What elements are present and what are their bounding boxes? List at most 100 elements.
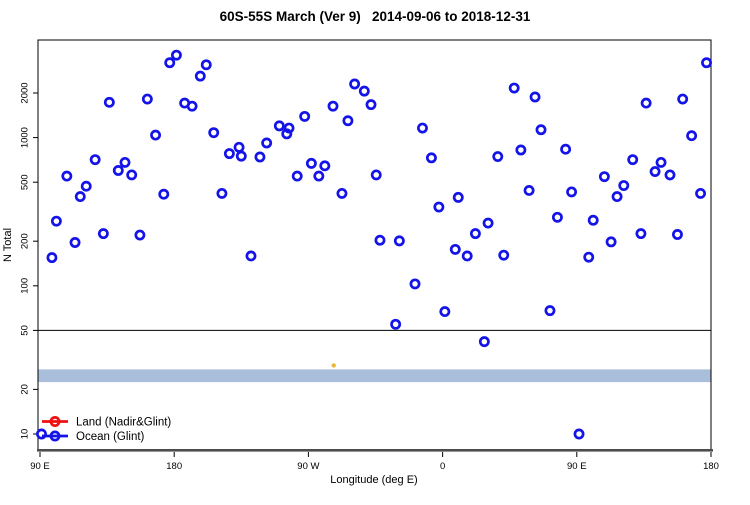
- ocean-data-point: [515, 144, 527, 156]
- ocean-data-point: [583, 251, 595, 263]
- ocean-data-point: [560, 143, 572, 155]
- ocean-data-point: [134, 229, 146, 241]
- ocean-data-point: [701, 57, 712, 69]
- chart-title: 60S-55S March (Ver 9) 2014-09-06 to 2018…: [220, 9, 531, 24]
- ocean-data-point: [605, 236, 617, 248]
- ocean-data-point: [291, 170, 303, 182]
- ocean-data-point: [283, 122, 295, 134]
- ocean-data-point: [200, 59, 212, 71]
- ocean-data-point: [611, 191, 623, 203]
- y-tick-label: 1000: [19, 127, 30, 148]
- ocean-data-point: [439, 306, 451, 318]
- y-tick-label: 100: [19, 278, 30, 294]
- ocean-data-point: [299, 110, 311, 122]
- y-tick-label: 10: [19, 429, 30, 440]
- data-points-layer: [36, 49, 712, 440]
- ocean-data-point: [261, 137, 273, 149]
- y-tick-label: 200: [19, 233, 30, 249]
- ocean-data-point: [551, 211, 563, 223]
- ocean-data-point: [544, 305, 556, 317]
- y-tick-label: 20: [19, 384, 30, 395]
- ocean-data-point: [150, 129, 162, 141]
- ocean-data-point: [374, 234, 386, 246]
- ocean-data-point: [208, 127, 220, 139]
- ocean-data-point: [61, 170, 73, 182]
- ocean-data-point: [640, 97, 652, 109]
- ocean-data-point: [409, 278, 421, 290]
- ocean-data-point: [80, 180, 92, 192]
- x-tick-label: 90 E: [567, 461, 587, 472]
- y-tick-label: 500: [19, 174, 30, 190]
- ocean-data-point: [393, 235, 405, 247]
- ocean-data-point: [36, 428, 47, 440]
- ocean-data-point: [216, 187, 228, 199]
- ocean-data-point: [50, 215, 62, 227]
- ocean-data-point: [305, 157, 317, 169]
- ocean-data-point: [141, 93, 153, 105]
- ocean-data-point: [254, 151, 266, 163]
- ocean-band: [38, 369, 711, 383]
- ocean-data-point: [170, 49, 182, 61]
- y-axis-title: N Total: [2, 228, 14, 262]
- ocean-data-point: [598, 171, 610, 183]
- ocean-data-point: [313, 170, 325, 182]
- y-tick-label: 2000: [19, 82, 30, 103]
- ocean-data-point: [89, 154, 101, 166]
- ocean-data-point: [452, 191, 464, 203]
- ocean-data-point: [327, 100, 339, 112]
- ocean-data-point: [370, 169, 382, 181]
- plot-box: [37, 39, 712, 450]
- ocean-data-point: [433, 201, 445, 213]
- ocean-data-point: [449, 243, 461, 255]
- ocean-data-point: [336, 187, 348, 199]
- ocean-data-point: [469, 228, 481, 240]
- ocean-data-point: [349, 78, 361, 90]
- ocean-data-point: [498, 249, 510, 261]
- ocean-data-point: [97, 228, 109, 240]
- legend-label: Ocean (Glint): [76, 431, 145, 443]
- x-axis-title: Longitude (deg E): [330, 474, 417, 486]
- axes-layer: 10 20 50 100 200 500 1000 2000 90 E 180 90 W 0 90 E 1…: [19, 39, 719, 472]
- ocean-data-point: [74, 191, 86, 203]
- ocean-data-point: [245, 250, 257, 262]
- x-axis-bar: [37, 449, 713, 452]
- ocean-data-point: [119, 156, 131, 168]
- ocean-data-point: [618, 180, 630, 191]
- ocean-data-point: [186, 100, 198, 112]
- ocean-data-point: [649, 166, 661, 178]
- ocean-data-point: [478, 336, 490, 348]
- ocean-data-point: [573, 428, 585, 440]
- x-tick-label: 90 E: [30, 461, 50, 472]
- ocean-data-point: [235, 150, 247, 162]
- ocean-data-point: [492, 151, 504, 162]
- ocean-data-point: [635, 228, 647, 240]
- ocean-data-point: [587, 214, 599, 226]
- ocean-data-point: [319, 160, 331, 172]
- ocean-data-point: [126, 169, 138, 181]
- ocean-data-point: [672, 229, 683, 240]
- ocean-data-point: [425, 152, 437, 164]
- ocean-data-point: [686, 130, 698, 142]
- ocean-data-point: [677, 93, 689, 105]
- ocean-data-point: [194, 70, 206, 82]
- ocean-data-point: [69, 237, 81, 248]
- ocean-data-point: [46, 252, 58, 264]
- ocean-data-point: [223, 148, 235, 160]
- legend-label: Land (Nadir&Glint): [76, 417, 171, 429]
- x-tick-label: 180: [166, 461, 182, 472]
- y-tick-label: 50: [19, 325, 30, 336]
- ocean-data-point: [233, 141, 245, 153]
- ocean-data-point: [112, 165, 124, 176]
- ocean-data-point: [273, 120, 285, 132]
- ocean-data-point: [482, 217, 494, 229]
- ocean-data-point: [566, 186, 578, 198]
- ocean-data-point: [390, 318, 402, 330]
- ocean-data-point: [365, 99, 377, 111]
- ocean-data-point: [164, 57, 176, 69]
- ocean-data-point: [158, 188, 170, 200]
- band-layer: [38, 363, 711, 383]
- ocean-data-point: [358, 85, 370, 97]
- x-tick-label: 0: [440, 461, 445, 472]
